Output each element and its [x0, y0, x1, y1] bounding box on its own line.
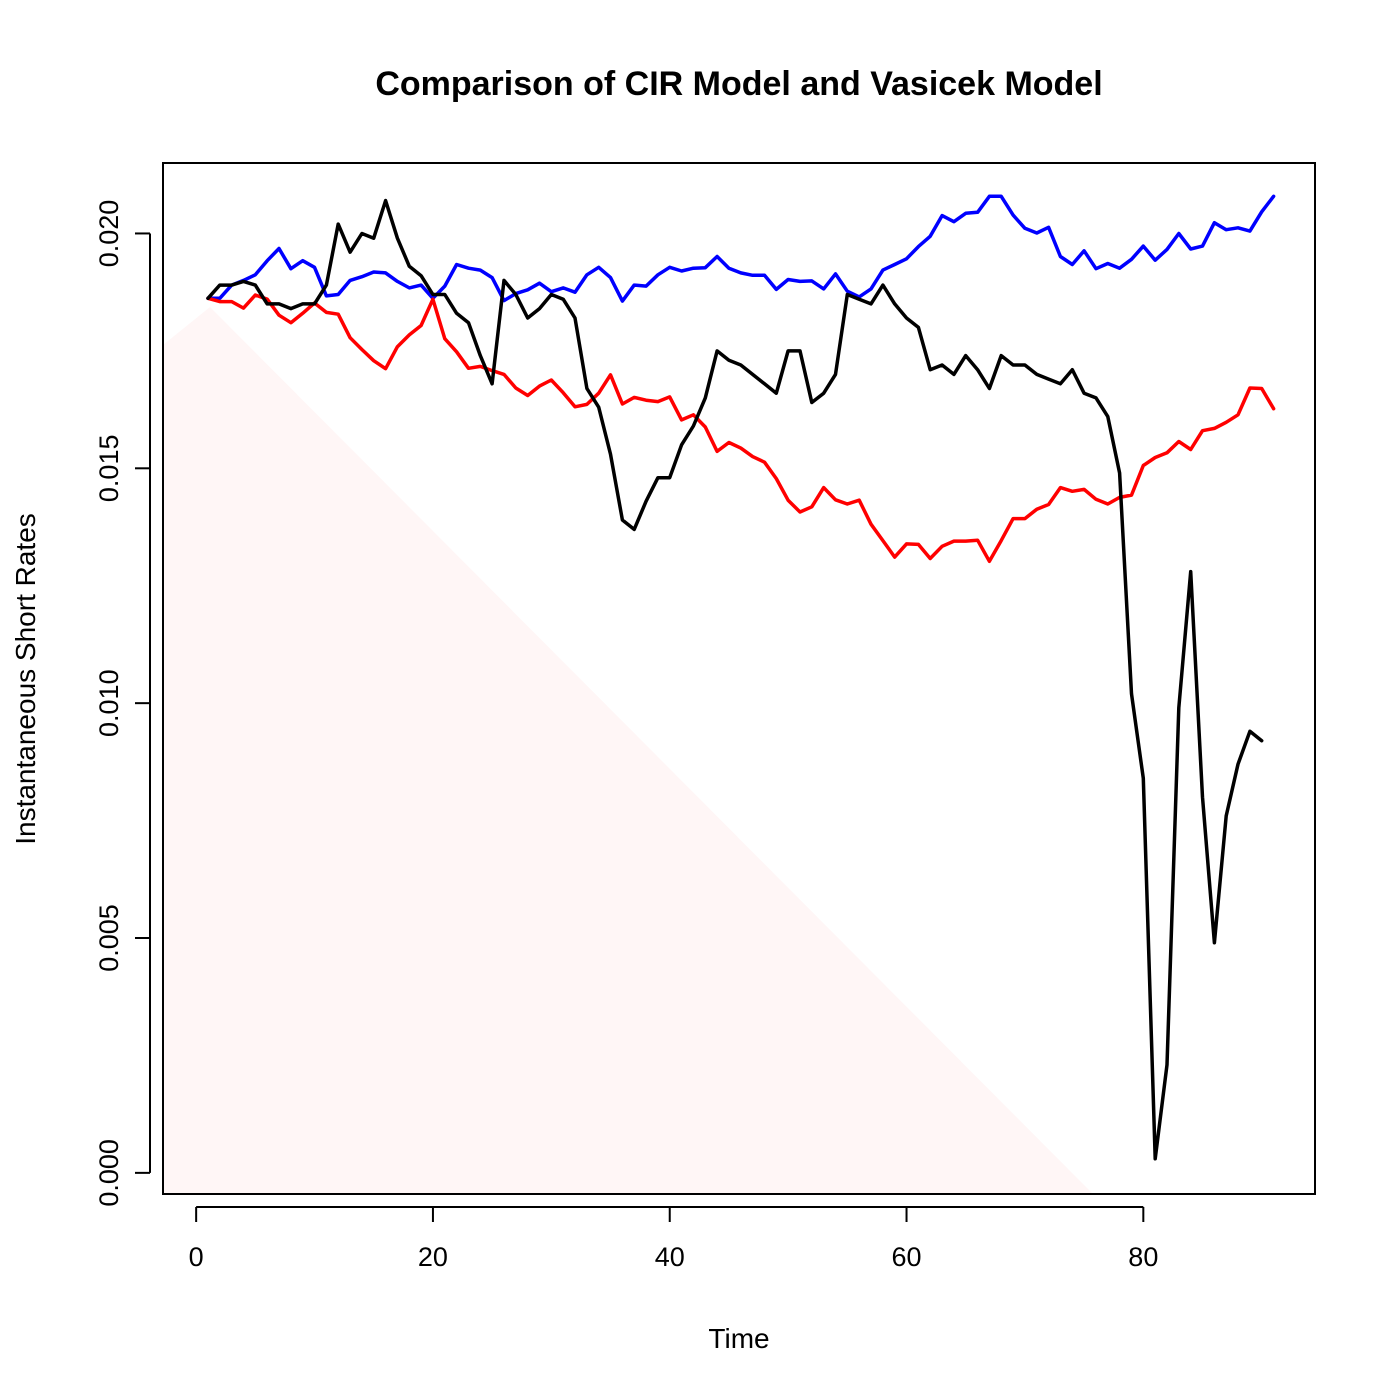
chart-title: Comparison of CIR Model and Vasicek Mode…: [375, 65, 1102, 103]
y-tick-label: 0.020: [94, 200, 124, 268]
y-axis-label: Instantaneous Short Rates: [10, 513, 41, 845]
y-tick-label: 0.015: [94, 435, 124, 503]
series-group: [206, 194, 1276, 1161]
series-line-2: [206, 293, 1276, 564]
y-axis: 0.000 0.005 0.010 0.015 0.020: [94, 200, 151, 1207]
plot-frame: [162, 162, 1316, 1195]
x-tick-label: 80: [1128, 1242, 1158, 1272]
y-tick-label: 0.005: [94, 904, 124, 972]
series-line-1: [206, 194, 1276, 303]
background-shade: [163, 307, 1093, 1194]
x-tick-label: 0: [189, 1242, 204, 1272]
y-tick-label: 0.000: [94, 1139, 124, 1207]
series-line-3: [206, 198, 1264, 1161]
x-axis: 0 20 40 60 80: [189, 1206, 1158, 1272]
x-tick-label: 20: [418, 1242, 448, 1272]
y-tick-label: 0.010: [94, 669, 124, 737]
x-axis-label: Time: [708, 1323, 769, 1354]
x-tick-label: 60: [892, 1242, 922, 1272]
x-tick-label: 40: [655, 1242, 685, 1272]
